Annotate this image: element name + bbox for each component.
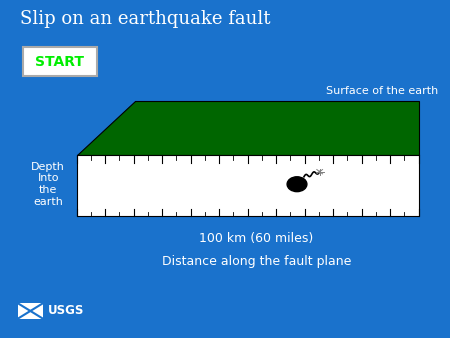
Text: Surface of the earth: Surface of the earth xyxy=(327,86,439,96)
Text: 100 km (60 miles): 100 km (60 miles) xyxy=(199,232,314,244)
Polygon shape xyxy=(76,101,418,155)
FancyBboxPatch shape xyxy=(18,304,43,318)
Text: Distance along the fault plane: Distance along the fault plane xyxy=(162,255,351,268)
Circle shape xyxy=(287,177,307,192)
FancyBboxPatch shape xyxy=(22,47,97,76)
Polygon shape xyxy=(76,155,418,216)
Text: USGS: USGS xyxy=(48,305,85,317)
Text: Depth
Into
the
earth: Depth Into the earth xyxy=(32,162,65,207)
Text: Slip on an earthquake fault: Slip on an earthquake fault xyxy=(20,10,271,28)
Text: START: START xyxy=(36,54,84,69)
